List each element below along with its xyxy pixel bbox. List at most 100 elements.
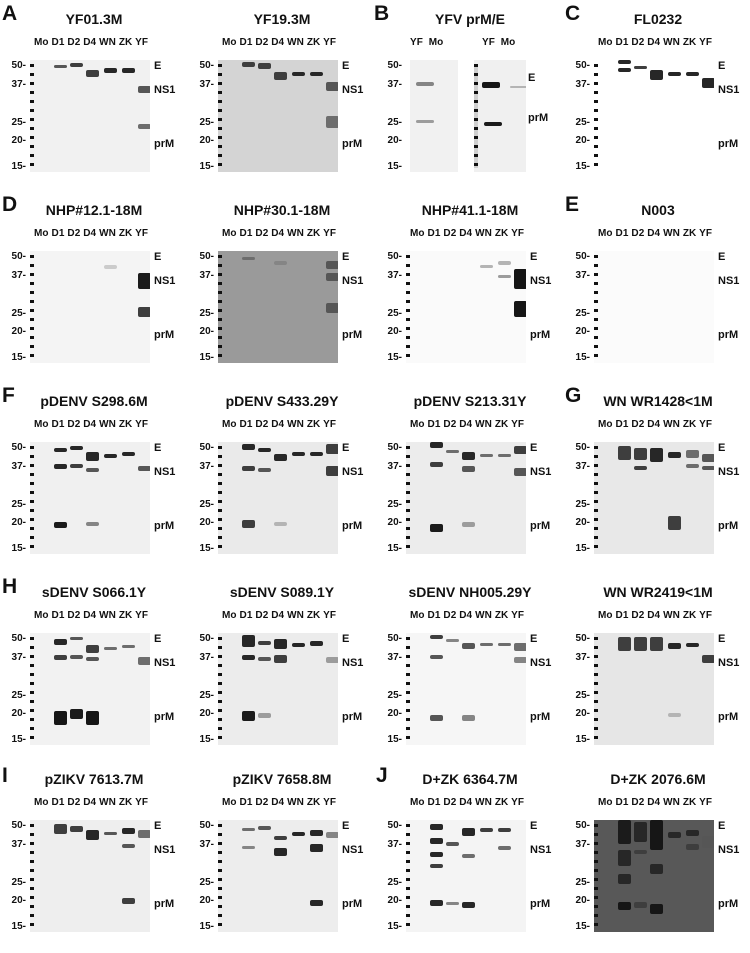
mw-marker-25: 25-	[199, 499, 214, 510]
mw-marker-25: 25-	[387, 690, 402, 701]
lane-labels: Mo D1 D2 D4 WN ZK YF	[598, 37, 713, 48]
blot-image	[594, 820, 714, 932]
blot-image	[218, 60, 338, 172]
ladder-lane	[406, 255, 410, 359]
band-label-e: E	[154, 633, 162, 645]
panel-title-pzikv-7658-8m: pZIKV 7658.8M	[232, 771, 332, 787]
band-label-e: E	[342, 251, 350, 263]
protein-band	[54, 464, 67, 469]
mw-marker-37: 37-	[11, 652, 26, 663]
mw-marker-50: 50-	[11, 251, 26, 262]
mw-marker-25: 25-	[11, 690, 26, 701]
protein-band	[650, 904, 663, 914]
panel-title-sdenv-s066-1y: sDENV S066.1Y	[41, 584, 147, 600]
band-label-e: E	[342, 820, 350, 832]
protein-band	[258, 63, 271, 69]
ladder-lane	[30, 824, 34, 928]
mw-marker-20: 20-	[575, 708, 590, 719]
ladder-lane	[406, 637, 410, 741]
band-label-e: E	[342, 60, 350, 72]
protein-band	[650, 448, 663, 462]
band-label-prm: prM	[718, 329, 739, 341]
blot-image-right	[474, 60, 526, 172]
blot-image	[218, 633, 338, 745]
ladder-lane	[594, 255, 598, 359]
protein-band	[326, 832, 338, 838]
mw-marker-37: 37-	[575, 839, 590, 850]
panel-title-pdenv-s298-6m: pDENV S298.6M	[40, 393, 148, 409]
panel-letter-e: E	[565, 193, 580, 216]
protein-band	[242, 520, 255, 528]
mw-marker-50: 50-	[199, 820, 214, 831]
mw-marker-50: 50-	[11, 442, 26, 453]
band-label-e: E	[530, 820, 538, 832]
panel-title-nhp-30-1-18m: NHP#30.1-18M	[233, 202, 331, 218]
protein-band	[242, 655, 255, 660]
mw-marker-15: 15-	[199, 161, 214, 172]
mw-marker-25: 25-	[199, 308, 214, 319]
protein-band	[686, 844, 699, 850]
protein-band	[618, 60, 631, 64]
protein-band	[292, 832, 305, 836]
ladder-lane	[594, 637, 598, 741]
protein-band	[650, 864, 663, 874]
protein-band	[430, 442, 443, 448]
band-label-prm: prM	[718, 711, 739, 723]
protein-band	[514, 301, 526, 317]
protein-band	[430, 635, 443, 639]
protein-band	[326, 116, 338, 128]
protein-band	[274, 836, 287, 840]
protein-band	[258, 713, 271, 718]
protein-band	[634, 850, 647, 854]
mw-marker-25: 25-	[11, 877, 26, 888]
protein-band	[462, 452, 475, 460]
panel-letter-j: J	[376, 764, 388, 787]
blot-image	[218, 442, 338, 554]
mw-marker-25: 25-	[575, 117, 590, 128]
protein-band	[668, 72, 681, 76]
protein-band	[446, 639, 459, 642]
protein-band	[326, 657, 338, 663]
band-label-e: E	[718, 820, 726, 832]
lane-labels: Mo D1 D2 D4 WN ZK YF	[222, 37, 337, 48]
band-label-ns1: NS1	[342, 657, 364, 669]
protein-band	[650, 70, 663, 80]
panel-title-nhp-41-1-18m: NHP#41.1-18M	[421, 202, 519, 218]
band-label-e: E	[718, 251, 726, 263]
panel-letter-d: D	[2, 193, 18, 216]
band-label-ns1: NS1	[718, 466, 740, 478]
band-label-ns1: NS1	[342, 275, 364, 287]
mw-marker-50: 50-	[387, 251, 402, 262]
mw-marker-20: 20-	[11, 895, 26, 906]
protein-band	[618, 850, 631, 866]
protein-band	[70, 709, 83, 719]
mw-marker-37: 37-	[387, 461, 402, 472]
protein-band	[326, 261, 338, 269]
protein-band	[416, 120, 434, 123]
mw-marker-25: 25-	[387, 499, 402, 510]
blot-image	[30, 60, 150, 172]
protein-band	[446, 450, 459, 453]
band-label-ns1: NS1	[154, 84, 176, 96]
mw-marker-50: 50-	[387, 442, 402, 453]
lane-labels: Mo D1 D2 D4 WN ZK YF	[410, 419, 525, 430]
panel-title-yfv-prm-e: YFV prM/E	[434, 11, 506, 27]
mw-marker-50: 50-	[11, 820, 26, 831]
ladder-lane	[474, 64, 478, 168]
lane-labels: Mo D1 D2 D4 WN ZK YF	[222, 419, 337, 430]
protein-band	[138, 307, 150, 317]
mw-marker-15: 15-	[387, 352, 402, 363]
mw-marker-25: 25-	[387, 877, 402, 888]
panel-title-sdenv-nh005-29y: sDENV NH005.29Y	[408, 584, 532, 600]
protein-band	[498, 828, 511, 832]
mw-marker-25: 25-	[387, 117, 402, 128]
mw-marker-25: 25-	[199, 690, 214, 701]
protein-band	[104, 68, 117, 73]
protein-band	[634, 637, 647, 651]
protein-band	[274, 454, 287, 461]
band-label-prm: prM	[342, 138, 363, 150]
protein-band	[462, 902, 475, 908]
band-label-prm: prM	[530, 329, 551, 341]
mw-marker-37: 37-	[11, 839, 26, 850]
band-label-prm: prM	[342, 898, 363, 910]
